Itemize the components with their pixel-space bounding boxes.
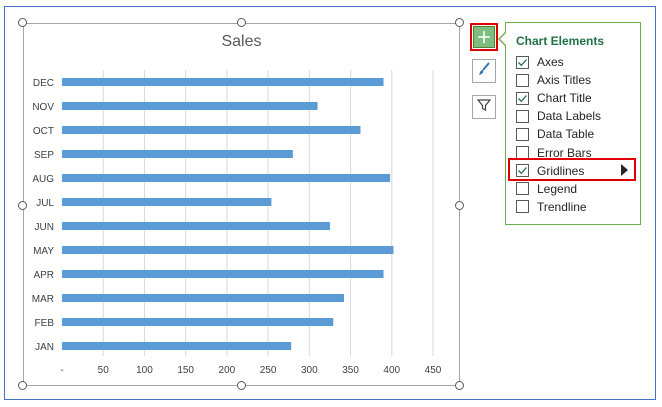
chart-element-error-bars[interactable]: Error Bars <box>516 144 640 162</box>
category-label: NOV <box>32 102 54 113</box>
chart-element-label: Trendline <box>537 199 587 214</box>
chart-element-gridlines[interactable]: Gridlines <box>516 162 640 180</box>
funnel-icon <box>476 97 492 118</box>
checkbox[interactable] <box>516 164 529 178</box>
bar <box>62 198 272 206</box>
bar <box>62 126 361 134</box>
checkbox[interactable] <box>516 182 529 196</box>
chart-filters-button[interactable] <box>472 95 496 119</box>
x-tick-label: 100 <box>136 365 153 376</box>
chart-element-trendline[interactable]: Trendline <box>516 198 640 216</box>
checkmark-icon <box>518 167 527 175</box>
bar <box>62 294 344 302</box>
checkbox[interactable] <box>516 73 529 87</box>
resize-handle-top-left[interactable] <box>18 18 27 27</box>
panel-pointer-inner <box>500 33 506 45</box>
bar <box>62 246 394 254</box>
triangle-right-icon[interactable] <box>621 164 628 176</box>
chart-element-axis-titles[interactable]: Axis Titles <box>516 71 640 89</box>
chart-title[interactable]: Sales <box>221 33 262 50</box>
paintbrush-icon <box>476 61 492 82</box>
resize-handle-bottom[interactable] <box>237 381 246 390</box>
resize-handle-left[interactable] <box>18 201 27 210</box>
plus-icon <box>473 26 495 48</box>
category-label: FEB <box>35 318 55 329</box>
bar <box>62 318 334 326</box>
chart-elements-panel: Chart Elements Axes Axis Titles Chart Titl… <box>505 22 641 225</box>
x-tick-label: 250 <box>260 365 277 376</box>
category-label: OCT <box>33 126 54 137</box>
bar <box>62 78 384 86</box>
chart-element-legend[interactable]: Legend <box>516 180 640 198</box>
x-tick-label: 300 <box>301 365 318 376</box>
chart-element-label: Data Table <box>537 127 595 142</box>
bar <box>62 342 292 350</box>
category-label: APR <box>33 270 54 281</box>
x-tick-label: 350 <box>342 365 359 376</box>
bar <box>62 150 293 158</box>
checkbox[interactable] <box>516 55 529 69</box>
category-label: AUG <box>32 174 54 185</box>
chart-element-label: Gridlines <box>537 163 585 178</box>
chart-element-data-table[interactable]: Data Table <box>516 125 640 143</box>
chart-element-label: Data Labels <box>537 109 602 124</box>
category-label: JAN <box>35 342 54 353</box>
checkbox[interactable] <box>516 200 529 214</box>
chart-element-axes[interactable]: Axes <box>516 53 640 71</box>
x-tick-label: 400 <box>383 365 400 376</box>
checkmark-icon <box>518 58 527 66</box>
category-label: JUL <box>36 198 54 209</box>
chart-element-data-labels[interactable]: Data Labels <box>516 107 640 125</box>
chart-element-label: Legend <box>537 181 578 196</box>
bar <box>62 270 384 278</box>
category-label: SEP <box>34 150 54 161</box>
chart-elements-button[interactable] <box>470 23 498 51</box>
category-label: MAR <box>32 294 54 305</box>
chart-element-label: Axes <box>537 55 564 69</box>
chart-styles-button[interactable] <box>472 59 496 83</box>
category-label: JUN <box>35 222 54 233</box>
resize-handle-bottom-left[interactable] <box>18 381 27 390</box>
resize-handle-bottom-right[interactable] <box>455 381 464 390</box>
x-tick-label: 50 <box>98 365 110 376</box>
resize-handle-top-right[interactable] <box>455 18 464 27</box>
category-label: DEC <box>33 78 54 89</box>
x-tick-label: 450 <box>425 365 442 376</box>
bar <box>62 174 391 182</box>
bar <box>62 222 330 230</box>
checkbox[interactable] <box>516 91 529 105</box>
chart-element-label: Chart Title <box>537 91 592 106</box>
resize-handle-top[interactable] <box>237 18 246 27</box>
resize-handle-right[interactable] <box>455 201 464 210</box>
gridlines-highlight <box>508 158 636 181</box>
checkbox[interactable] <box>516 109 529 123</box>
bar <box>62 102 318 110</box>
x-tick-label: - <box>60 365 63 376</box>
category-label: MAY <box>33 246 54 257</box>
chart-element-chart-title[interactable]: Chart Title <box>516 89 640 107</box>
chart-element-label: Axis Titles <box>537 73 592 88</box>
x-tick-label: 200 <box>219 365 236 376</box>
chart-element-label: Error Bars <box>537 145 592 160</box>
x-tick-label: 150 <box>177 365 194 376</box>
checkbox[interactable] <box>516 127 529 141</box>
outer-frame <box>4 6 656 400</box>
panel-title: Chart Elements <box>516 34 605 48</box>
checkmark-icon <box>518 94 527 102</box>
